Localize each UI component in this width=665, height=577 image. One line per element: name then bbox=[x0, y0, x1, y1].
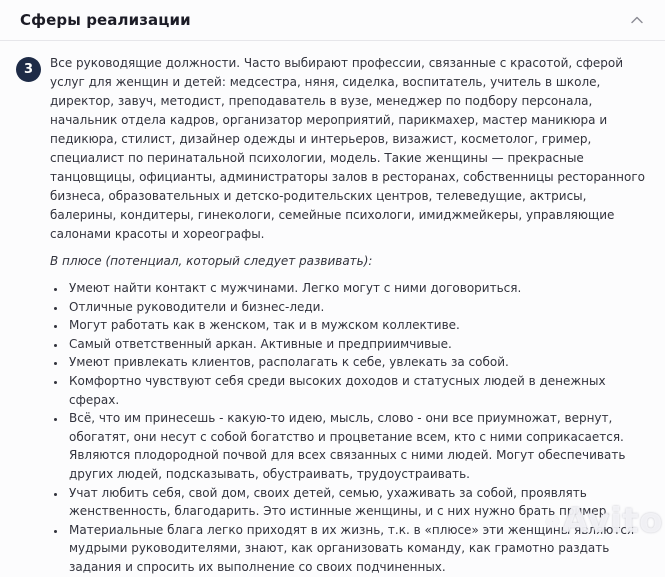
section-title: Сферы реализации bbox=[20, 11, 191, 29]
text-column: Все руководящие должности. Часто выбираю… bbox=[50, 54, 645, 577]
list-item: Умеют найти контакт с мужчинами. Легко м… bbox=[67, 279, 645, 298]
list-item: Учат любить себя, свой дом, своих детей,… bbox=[67, 484, 645, 521]
list-item: Всё, что им принесешь - какую-то идею, м… bbox=[67, 409, 645, 483]
professions-paragraph: Все руководящие должности. Часто выбираю… bbox=[50, 56, 646, 241]
list-item: Отличные руководители и бизнес-леди. bbox=[67, 298, 645, 317]
spheres-accordion-panel: Сферы реализации 3 Все руководящие должн… bbox=[0, 0, 665, 540]
chevron-up-icon[interactable] bbox=[629, 12, 645, 28]
list-item: Материальные блага легко приходят в их ж… bbox=[67, 521, 645, 577]
item-number-badge: 3 bbox=[16, 57, 41, 82]
list-item: Комфортно чувствуют себя среди высоких д… bbox=[67, 372, 645, 409]
list-item: Могут работать как в женском, так и в му… bbox=[67, 316, 645, 335]
accordion-header[interactable]: Сферы реализации bbox=[0, 0, 665, 41]
plus-potential-list: Умеют найти контакт с мужчинами. Легко м… bbox=[50, 279, 645, 577]
list-item: Умеют привлекать клиентов, располагать к… bbox=[67, 353, 645, 372]
list-item: Самый ответственный аркан. Активные и пр… bbox=[67, 335, 645, 354]
section-content: 3 Все руководящие должности. Часто выбир… bbox=[0, 41, 665, 577]
plus-potential-subheading: В плюсе (потенциал, который следует разв… bbox=[50, 254, 373, 268]
